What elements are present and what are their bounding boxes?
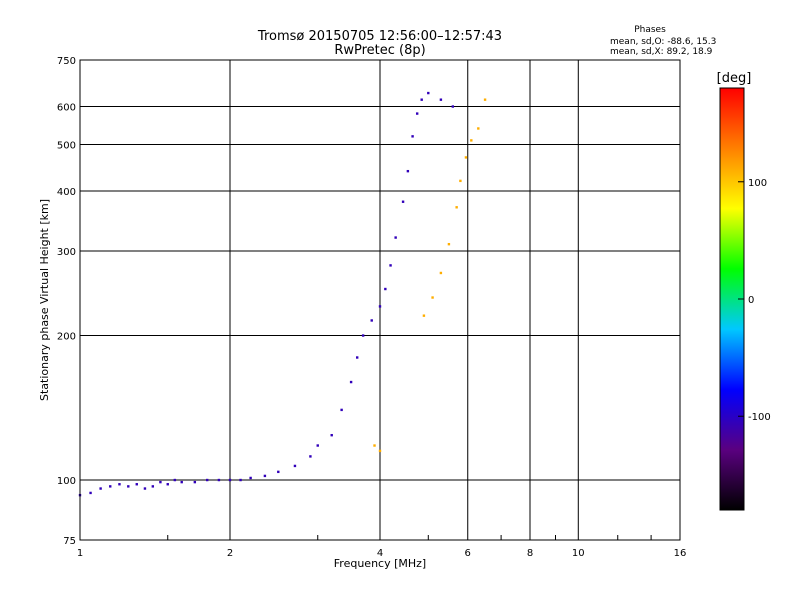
- data-point: [151, 485, 155, 488]
- y-tick-label: 500: [57, 141, 76, 152]
- data-point: [394, 236, 397, 239]
- data-point: [406, 169, 410, 173]
- data-point: [118, 483, 121, 486]
- data-point: [340, 408, 343, 412]
- y-axis-label: Stationary phase Virtual Height [km]: [38, 199, 51, 401]
- data-point: [373, 444, 376, 447]
- grid: [80, 60, 680, 540]
- y-tick-label: 200: [57, 332, 76, 343]
- data-point: [455, 206, 458, 209]
- data-point: [378, 305, 382, 308]
- data-point: [384, 287, 387, 291]
- y-tick-label: 75: [63, 536, 76, 547]
- plot-frame: [79, 59, 681, 541]
- data-point: [143, 487, 147, 490]
- colorbar-ticks: 100 0 -100: [738, 178, 771, 423]
- x-tick-label: 10: [572, 548, 585, 559]
- chart-title: Tromsø 20150705 12:56:00–12:57:43: [257, 29, 502, 44]
- data-point: [370, 319, 373, 322]
- data-point: [330, 433, 333, 437]
- x-tick-label: 2: [227, 548, 233, 559]
- data-point: [109, 485, 112, 488]
- x-tick-label: 6: [465, 548, 471, 559]
- y-tick-label: 300: [57, 247, 76, 258]
- data-point: [401, 200, 405, 203]
- x-tick-label: 16: [674, 548, 687, 559]
- colorbar-tick-label: 100: [748, 178, 767, 189]
- data-point: [439, 98, 443, 101]
- data-point: [427, 91, 430, 95]
- data-point: [249, 476, 252, 480]
- data-point: [470, 139, 473, 142]
- y-tick-label: 100: [57, 476, 76, 487]
- data-point: [263, 474, 267, 478]
- data-point: [355, 356, 359, 359]
- data-point: [459, 179, 462, 183]
- data-point: [477, 127, 480, 130]
- y-tick-label: 400: [57, 187, 76, 198]
- data-point: [166, 483, 169, 486]
- chart-subtitle: RwPretec (8p): [334, 43, 425, 58]
- x-tick-label: 1: [77, 548, 83, 559]
- data-point: [415, 112, 419, 115]
- y-tick-label: 600: [57, 103, 76, 114]
- data-point: [99, 487, 102, 490]
- colorbar-tick-label: -100: [748, 412, 771, 423]
- data-point: [277, 470, 280, 474]
- data-point: [464, 156, 468, 159]
- x-tick-label: 8: [527, 548, 533, 559]
- data-point: [293, 464, 297, 468]
- data-point: [447, 242, 451, 246]
- data-point: [135, 483, 138, 486]
- data-point: [361, 334, 365, 337]
- data-point: [127, 485, 130, 488]
- scatter-points: [78, 91, 487, 497]
- data-point: [422, 314, 426, 317]
- data-point: [349, 380, 353, 384]
- data-point: [228, 478, 232, 482]
- data-point: [483, 98, 487, 101]
- data-point: [180, 480, 183, 484]
- data-point: [451, 105, 455, 108]
- stats-o-mode: mean, sd,O: -88.6, 15.3: [610, 37, 716, 47]
- data-point: [89, 491, 92, 495]
- data-point: [411, 135, 414, 138]
- x-axis: 1 2 4 6 8 10 16: [77, 535, 687, 559]
- data-point: [217, 478, 221, 482]
- data-point: [431, 296, 434, 299]
- data-point: [309, 455, 312, 458]
- data-point: [316, 444, 319, 447]
- colorbar-tick-label: 0: [748, 295, 754, 306]
- stats-heading: Phases: [634, 25, 666, 35]
- data-point: [239, 478, 242, 482]
- data-point: [420, 98, 423, 101]
- data-point: [205, 478, 209, 482]
- data-point: [159, 480, 162, 484]
- stats-x-mode: mean, sd,X: 89.2, 18.9: [610, 47, 713, 57]
- data-point: [173, 478, 177, 482]
- colorbar-label: [deg]: [717, 71, 752, 86]
- data-point: [193, 480, 197, 484]
- data-point: [378, 449, 382, 453]
- y-axis: 75 100 200 300 400 500 600 750: [57, 56, 76, 547]
- x-axis-label: Frequency [MHz]: [334, 557, 426, 570]
- x-tick-label: 4: [377, 548, 383, 559]
- data-point: [389, 264, 392, 267]
- y-tick-label: 750: [57, 56, 76, 67]
- data-point: [439, 271, 443, 275]
